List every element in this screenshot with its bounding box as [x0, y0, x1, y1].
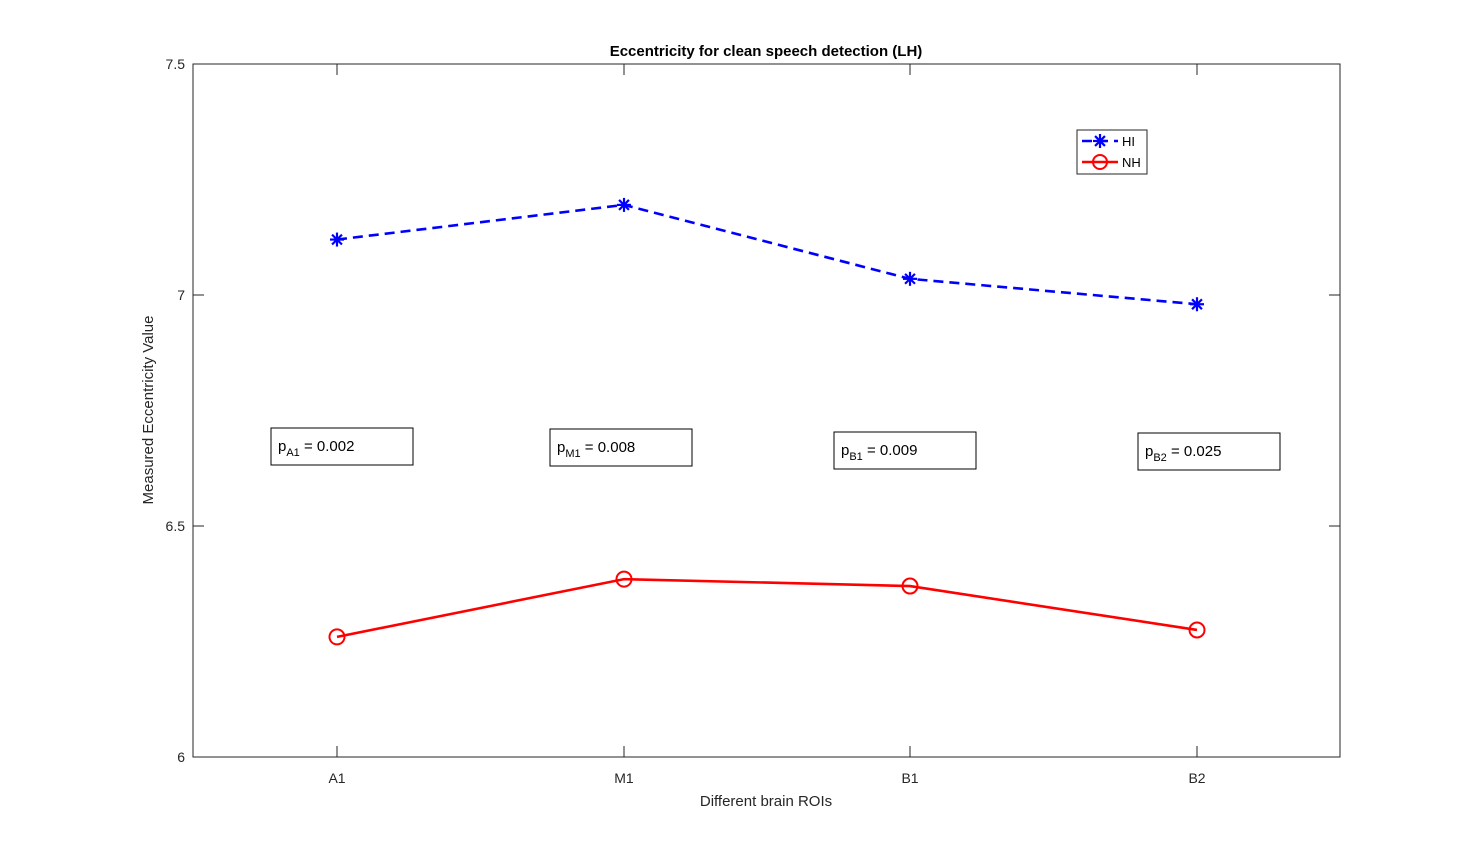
y-axis-label: Measured Eccentricity Value	[140, 316, 157, 505]
annotation-text: pM1 = 0.008	[557, 439, 635, 460]
series-HI	[330, 197, 1204, 312]
plot-frame	[192, 63, 1341, 758]
p-value-annotation: pM1 = 0.008	[549, 428, 693, 467]
data-point-asterisk	[1190, 297, 1204, 312]
ticks-layer: A1 M1 B1 B2 6 6.5 7 7.5	[166, 56, 1340, 786]
p-value-annotation: pA1 = 0.002	[270, 427, 414, 466]
x-tick-label: B2	[1188, 770, 1205, 786]
chart-title: Eccentricity for clean speech detection …	[610, 43, 923, 60]
y-tick-label: 7.5	[166, 56, 186, 72]
data-point-asterisk	[330, 232, 344, 247]
data-point-asterisk	[617, 197, 631, 212]
data-point-circle	[1092, 154, 1108, 170]
legend-entry-NH: NH	[1082, 154, 1141, 170]
legend: HI NH	[1076, 129, 1148, 175]
legend-label: NH	[1122, 155, 1141, 170]
x-tick-label: B1	[901, 770, 918, 786]
annotation-box	[1137, 432, 1281, 471]
series-line-NH	[336, 577, 1198, 639]
data-point-asterisk	[1093, 134, 1107, 148]
data-point-asterisk	[903, 271, 917, 286]
p-value-annotation: pB2 = 0.025	[1137, 432, 1281, 471]
data-point-circle	[901, 577, 919, 595]
series-NH	[328, 570, 1206, 646]
data-point-circle	[615, 570, 633, 588]
annotation-text: pA1 = 0.002	[278, 438, 354, 459]
annotation-box	[549, 428, 693, 467]
annotation-box	[270, 427, 414, 466]
annotation-box	[833, 431, 977, 470]
plot-background	[193, 64, 1340, 757]
annotation-text: pB2 = 0.025	[1145, 443, 1221, 464]
y-tick-label: 6	[177, 749, 185, 765]
annotation-layer: pA1 = 0.002 pM1 = 0.008 pB1 = 0.009 pB2 = 0…	[270, 427, 1281, 471]
data-point-circle	[1188, 621, 1206, 639]
x-axis-label: Different brain ROIs	[700, 793, 832, 810]
legend-label: HI	[1122, 134, 1135, 149]
y-tick-label: 6.5	[166, 518, 186, 534]
p-value-annotation: pB1 = 0.009	[833, 431, 977, 470]
legend-box	[1076, 129, 1148, 175]
series-layer	[328, 197, 1206, 646]
data-point-circle	[328, 628, 346, 646]
series-line-HI	[336, 203, 1198, 306]
x-tick-label: A1	[328, 770, 345, 786]
legend-entry-HI: HI	[1082, 134, 1135, 149]
y-tick-label: 7	[177, 287, 185, 303]
annotation-text: pB1 = 0.009	[841, 442, 917, 463]
x-tick-label: M1	[614, 770, 634, 786]
